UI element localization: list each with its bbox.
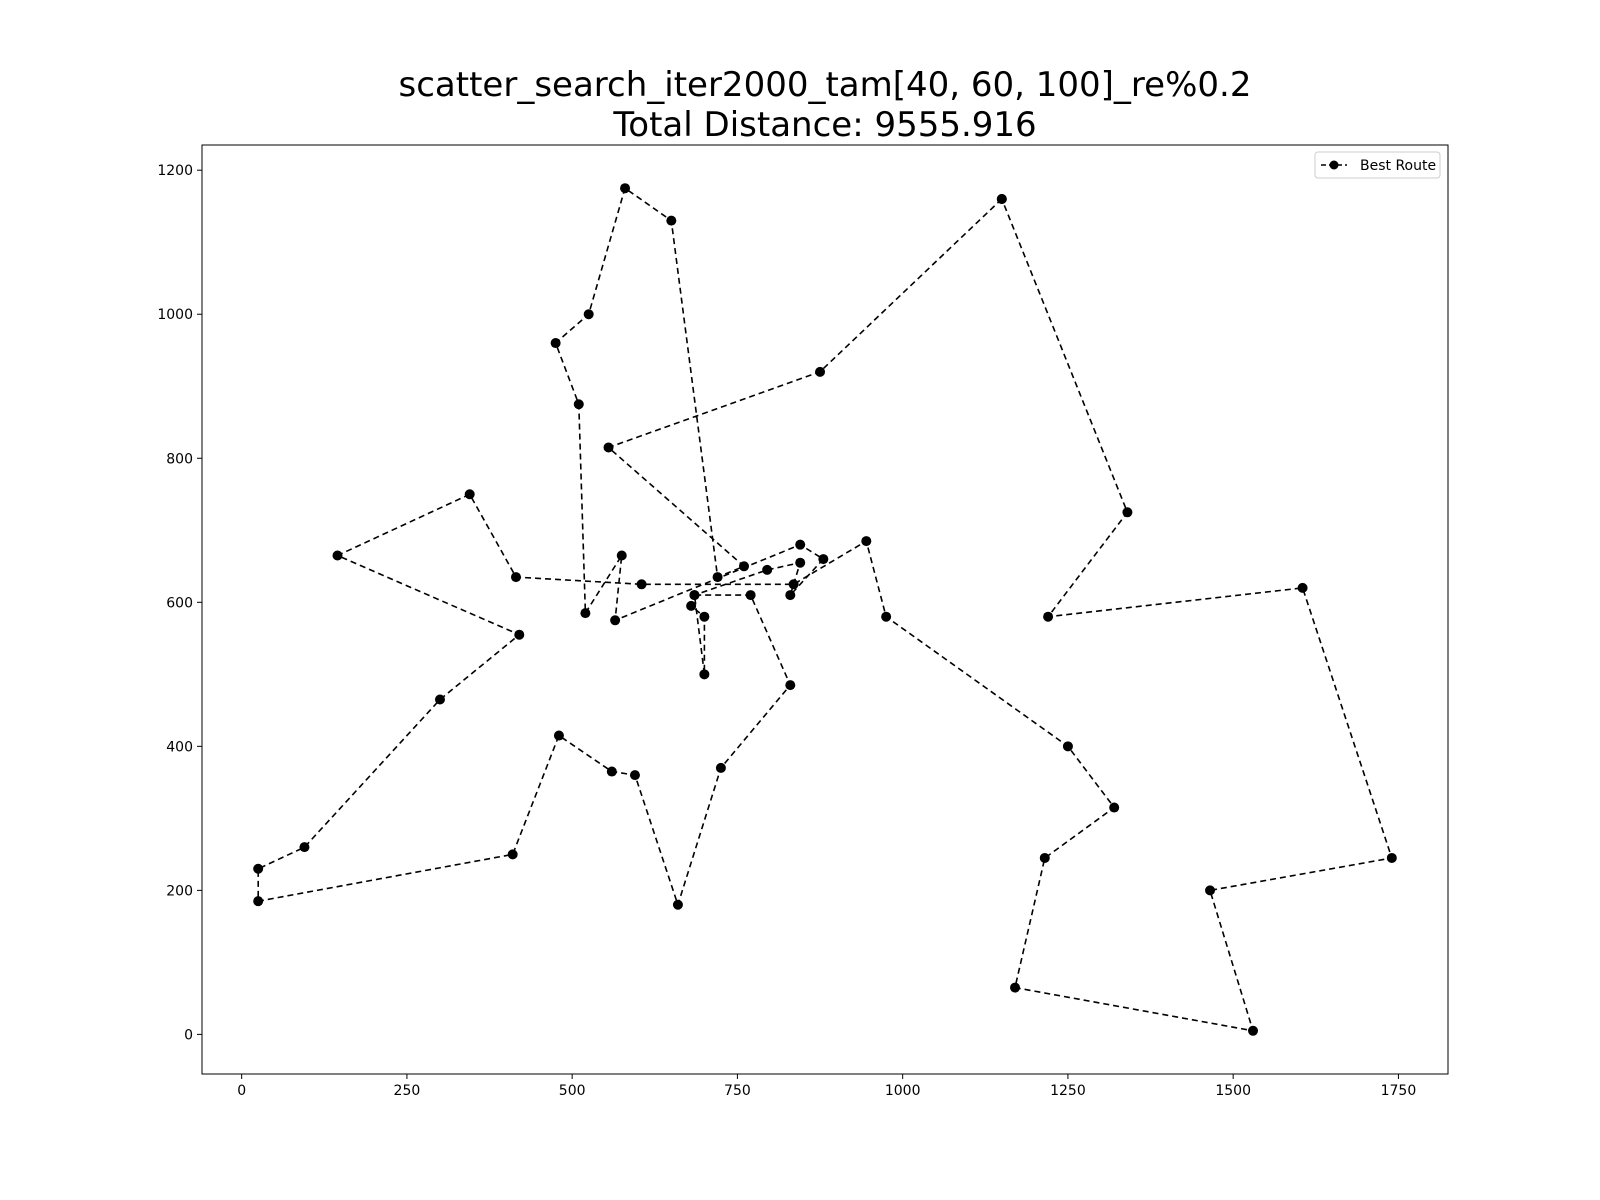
route-points [253,183,1397,1036]
route-point [1109,802,1120,813]
route-point [253,896,264,907]
route-point [610,615,621,626]
route-point [785,590,796,601]
route-point [514,629,525,640]
x-tick-label: 1000 [885,1083,921,1099]
route-point [550,338,561,349]
chart-subtitle: Total Distance: 9555.916 [612,105,1036,145]
route-point [434,694,445,705]
y-tick-label: 200 [166,883,193,899]
y-tick-label: 400 [166,739,193,755]
route-point [881,611,892,622]
route-point [1039,852,1050,863]
route-point [672,899,683,910]
x-axis: 0 250 500 750 1000 1250 1500 1750 [237,1074,1416,1099]
x-tick-label: 250 [394,1083,421,1099]
legend-entry-best-route: Best Route [1360,158,1436,174]
y-tick-label: 1200 [157,163,193,179]
route-point [1205,885,1216,896]
route-point [1062,741,1073,752]
route-point [616,550,627,561]
route-point [861,536,872,547]
route-point [332,550,343,561]
route-point [996,194,1007,205]
route-point [553,730,564,741]
x-tick-label: 1500 [1215,1083,1251,1099]
route-point [815,366,826,377]
x-tick-label: 500 [559,1083,586,1099]
y-axis: 0 200 400 600 800 1000 1200 [157,163,202,1043]
route-point [712,572,723,583]
route-point [762,564,773,575]
route-point [620,183,631,194]
route-point [583,309,594,320]
x-tick-label: 0 [237,1083,246,1099]
y-tick-label: 0 [184,1027,193,1043]
route-point [573,399,584,410]
route-point [1297,582,1308,593]
x-tick-label: 750 [724,1083,751,1099]
route-point [666,215,677,226]
route-point [795,557,806,568]
x-tick-label: 1250 [1050,1083,1086,1099]
legend-marker-sample [1329,160,1339,170]
route-point [818,554,829,565]
route-point [253,863,264,874]
route-point [795,539,806,550]
route-point [1043,611,1054,622]
y-tick-label: 800 [166,451,193,467]
route-point [1248,1025,1259,1036]
route-point [745,590,756,601]
route-point [699,669,710,680]
x-tick-label: 1750 [1381,1083,1417,1099]
chart-title: scatter_search_iter2000_tam[40, 60, 100]… [399,65,1252,105]
route-point [580,608,591,619]
y-tick-label: 600 [166,595,193,611]
legend: Best Route [1314,151,1441,179]
route-point [715,762,726,773]
y-tick-label: 1000 [157,307,193,323]
legend-box [1314,151,1441,179]
route-point [507,849,518,860]
route-point [636,579,647,590]
route-point [603,442,614,453]
route-line [257,186,1393,1032]
route-point [629,770,640,781]
route-point [689,590,700,601]
route-point [510,572,521,583]
route-point [686,600,697,611]
route-point [788,579,799,590]
route-point [299,842,310,853]
plot-area: 0 250 500 750 1000 1250 1500 1750 0 200 400 600 800… [157,144,1449,1099]
route-point [606,766,617,777]
route-point [785,680,796,691]
route-point [1386,852,1397,863]
route-point [1010,982,1021,993]
route-point [739,561,750,572]
route-point [1122,507,1133,518]
route-series [257,186,1393,1032]
route-point [464,489,475,500]
axes-frame [201,144,1449,1075]
route-point [699,611,710,622]
